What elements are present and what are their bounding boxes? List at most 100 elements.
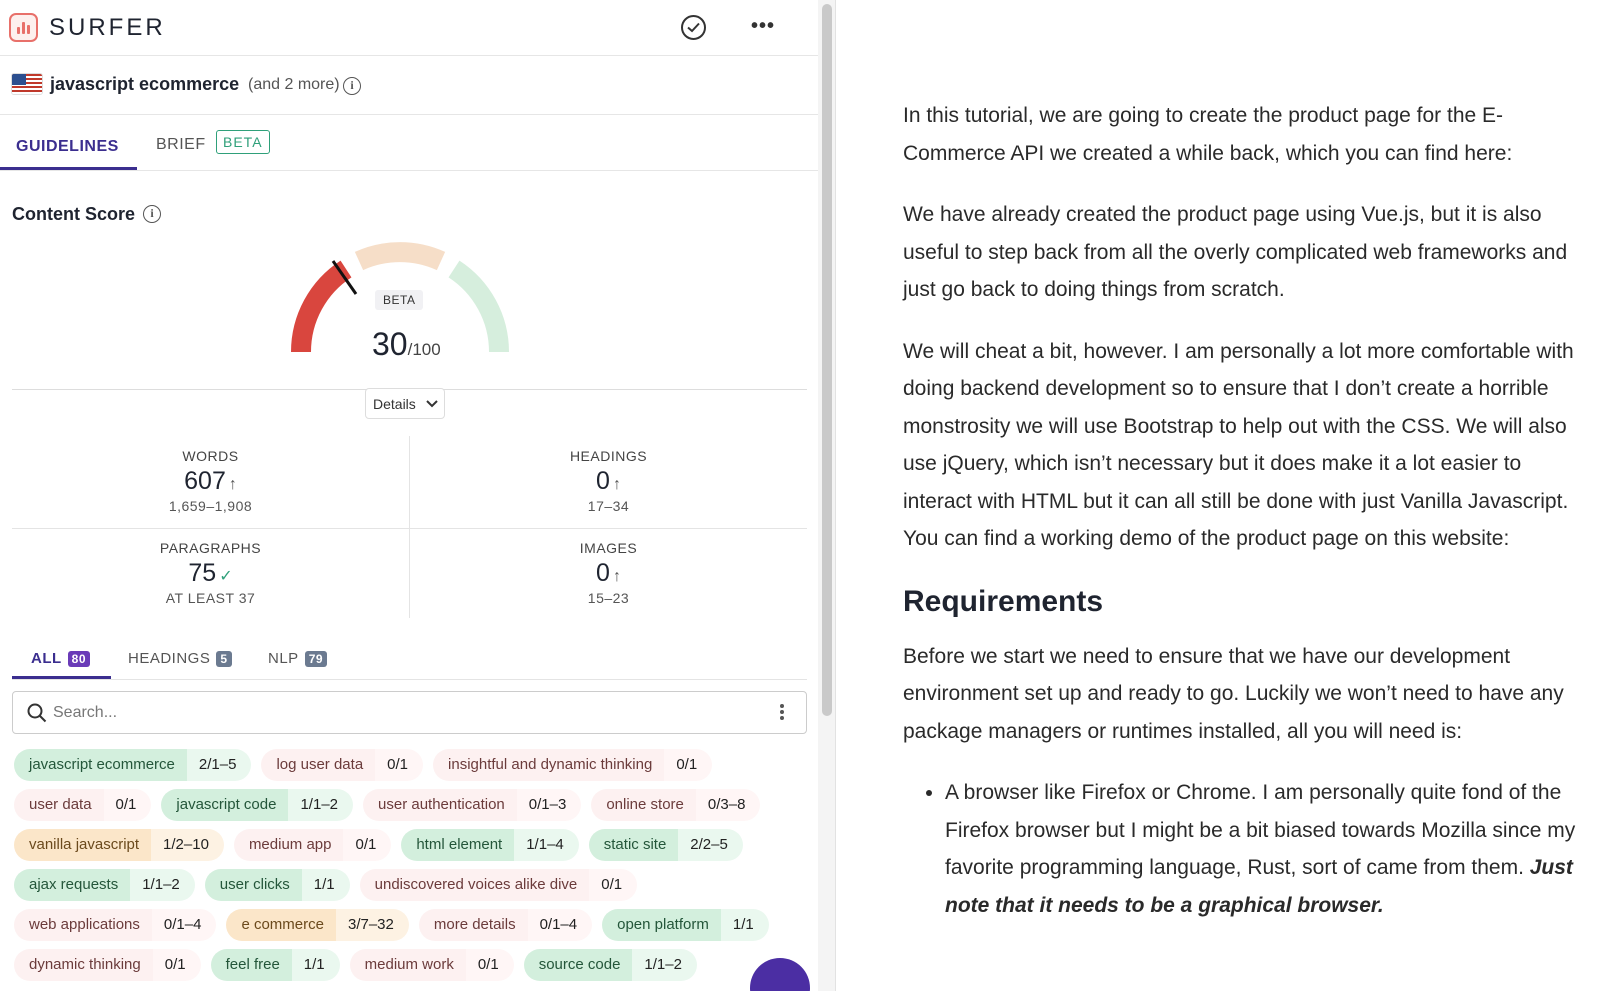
tab-headings[interactable]: HEADINGS 5 <box>128 650 232 667</box>
term-label: source code <box>523 949 633 981</box>
chip-row: user data 0/1 javascript code 1/1–2 user aut… <box>14 789 804 829</box>
tab-brief[interactable]: BRIEF <box>156 136 206 153</box>
term-count: 1/1–2 <box>632 949 697 981</box>
term-chip[interactable]: ajax requests 1/1–2 <box>14 869 195 901</box>
term-chip[interactable]: dynamic thinking 0/1 <box>14 949 201 981</box>
term-label: e commerce <box>226 909 336 941</box>
metric-images: IMAGES 0 ↑ 15–23 <box>579 540 638 606</box>
kebab-menu-icon[interactable] <box>780 704 784 722</box>
search-input[interactable] <box>53 701 753 725</box>
term-count: 0/1–3 <box>516 789 582 821</box>
content-score-gauge <box>291 242 509 353</box>
term-search <box>12 691 807 734</box>
term-chip[interactable]: feel free 1/1 <box>210 949 340 981</box>
term-chip[interactable]: online store 0/3–8 <box>591 789 761 821</box>
metric-words: WORDS 607 ↑ 1,659–1,908 <box>168 448 253 514</box>
tab-all[interactable]: ALL 80 <box>31 650 91 667</box>
term-label: online store <box>591 789 696 821</box>
term-count: 3/7–32 <box>335 909 409 941</box>
term-chip[interactable]: javascript ecommerce 2/1–5 <box>14 749 252 781</box>
search-icon <box>27 703 47 723</box>
paragraph[interactable]: Before we start we need to ensure that w… <box>903 644 1564 743</box>
term-chip[interactable]: insightful and dynamic thinking 0/1 <box>433 749 713 781</box>
chip-row: vanilla javascript 1/2–10 medium app 0/1 htm… <box>14 829 804 869</box>
metric-headings: HEADINGS 0 ↑ 17–34 <box>569 448 648 514</box>
term-count: 0/1 <box>103 789 152 821</box>
content-score-value: 30/100 <box>372 326 441 362</box>
arrow-up-icon: ↑ <box>612 568 621 585</box>
term-label: user clicks <box>204 869 302 901</box>
score-beta-badge: BETA <box>375 290 424 310</box>
term-label: dynamic thinking <box>14 949 153 981</box>
term-count: 0/1 <box>343 829 392 861</box>
term-count: 1/1–4 <box>514 829 579 861</box>
heading-requirements[interactable]: Requirements <box>903 584 1104 618</box>
term-label: medium work <box>349 949 466 981</box>
checkmark-icon: ✓ <box>219 568 233 585</box>
gauge-arc-green <box>448 260 509 353</box>
term-label: html element <box>401 829 515 861</box>
term-chip[interactable]: user authentication 0/1–3 <box>363 789 582 821</box>
chip-row: ajax requests 1/1–2 user clicks 1/1 undiscov… <box>14 869 804 909</box>
list-item[interactable]: A browser like Firefox or Chrome. I am p… <box>945 774 1583 924</box>
term-label: user data <box>14 789 104 821</box>
term-count: 0/3–8 <box>695 789 761 821</box>
gauge-arc-orange <box>354 242 446 271</box>
chevron-down-icon <box>426 400 438 408</box>
info-icon[interactable]: i <box>343 77 361 95</box>
content-score-info-icon[interactable]: i <box>143 205 161 223</box>
scrollbar-thumb[interactable] <box>822 4 832 716</box>
term-label: insightful and dynamic thinking <box>433 749 665 781</box>
term-chip[interactable]: vanilla javascript 1/2–10 <box>14 829 224 861</box>
tab-nlp[interactable]: NLP 79 <box>268 650 328 667</box>
term-count: 0/1 <box>465 949 514 981</box>
term-chip[interactable]: medium app 0/1 <box>233 829 392 861</box>
guidelines-panel: SURFER ••• javascript ecommerce (and 2 m… <box>0 13 818 991</box>
term-label: open platform <box>602 909 721 941</box>
check-circle-icon[interactable] <box>681 15 706 40</box>
metrics-divider-horizontal <box>12 528 807 529</box>
term-label: user authentication <box>363 789 517 821</box>
term-count: 1/1–2 <box>288 789 354 821</box>
term-chip[interactable]: static site 2/2–5 <box>588 829 743 861</box>
term-count: 0/1 <box>664 749 713 781</box>
content-score-title: Content Score <box>12 204 136 224</box>
term-label: vanilla javascript <box>14 829 152 861</box>
term-chip[interactable]: undiscovered voices alike dive 0/1 <box>359 869 638 901</box>
term-chip[interactable]: more details 0/1–4 <box>418 909 593 941</box>
term-chip[interactable]: user data 0/1 <box>14 789 152 821</box>
more-keywords[interactable]: (and 2 more) <box>248 76 340 93</box>
paragraph[interactable]: We have already created the product page… <box>903 203 1568 301</box>
main-keyword: javascript ecommerce <box>50 74 240 94</box>
term-chip[interactable]: open platform 1/1 <box>602 909 769 941</box>
term-chip[interactable]: html element 1/1–4 <box>401 829 579 861</box>
term-chip[interactable]: user clicks 1/1 <box>204 869 350 901</box>
brief-beta-badge: BETA <box>216 130 270 154</box>
more-options-icon[interactable]: ••• <box>751 15 776 37</box>
term-chip[interactable]: source code 1/1–2 <box>523 949 697 981</box>
term-chip[interactable]: log user data 0/1 <box>261 749 424 781</box>
term-chips: javascript ecommerce 2/1–5 log user data 0/… <box>14 749 804 989</box>
tab-guidelines[interactable]: GUIDELINES <box>16 138 119 155</box>
term-chip[interactable]: e commerce 3/7–32 <box>226 909 409 941</box>
term-chip[interactable]: javascript code 1/1–2 <box>161 789 354 821</box>
term-label: undiscovered voices alike dive <box>359 869 590 901</box>
term-count: 1/1–2 <box>130 869 195 901</box>
term-label: feel free <box>210 949 292 981</box>
paragraph[interactable]: In this tutorial, we are going to create… <box>903 104 1513 165</box>
metric-paragraphs: PARAGRAPHS 75 ✓ AT LEAST 37 <box>159 540 262 606</box>
term-label: more details <box>418 909 528 941</box>
term-count: 0/1–4 <box>151 909 217 941</box>
term-label: medium app <box>233 829 344 861</box>
term-count: 1/1 <box>291 949 340 981</box>
term-chip[interactable]: medium work 0/1 <box>349 949 514 981</box>
term-label: web applications <box>14 909 152 941</box>
content-editor[interactable]: In this tutorial, we are going to create… <box>903 97 1583 924</box>
details-button[interactable]: Details <box>365 388 445 419</box>
gauge-needle <box>331 260 358 295</box>
paragraph[interactable]: We will cheat a bit, however. I am perso… <box>903 339 1574 551</box>
bullet-list: A browser like Firefox or Chrome. I am p… <box>945 774 1583 924</box>
term-count: 0/1–4 <box>527 909 593 941</box>
term-chip[interactable]: web applications 0/1–4 <box>14 909 217 941</box>
active-tab-indicator <box>0 167 137 170</box>
